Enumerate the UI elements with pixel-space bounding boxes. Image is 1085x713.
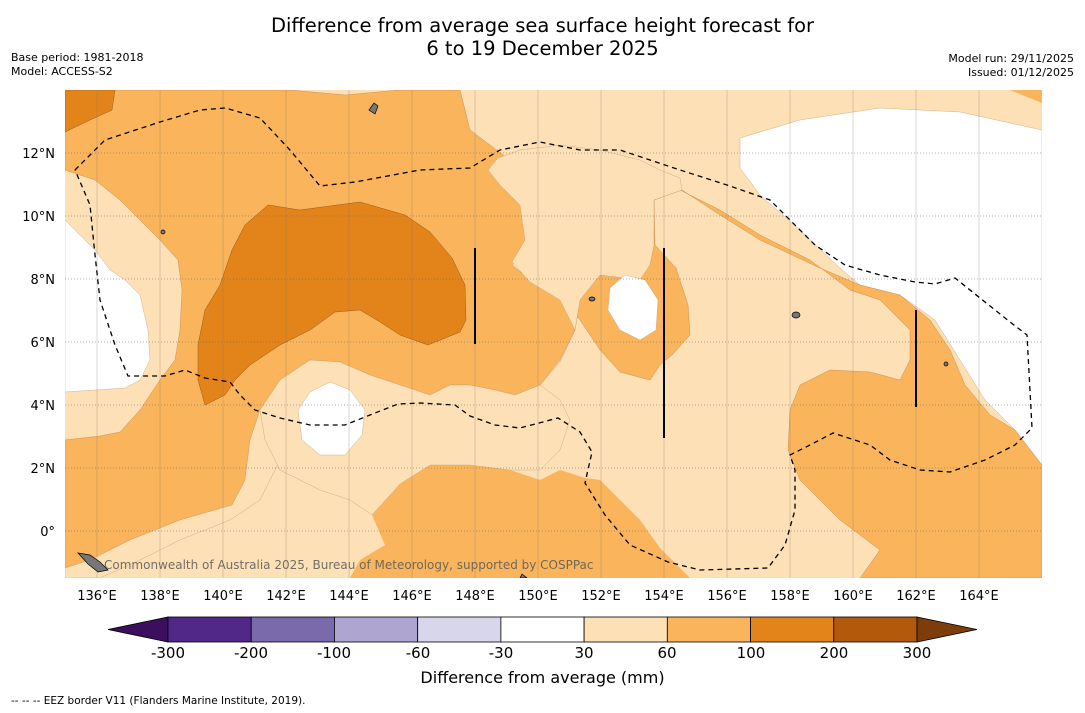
colorbar-segment [334, 616, 419, 643]
colorbar-segment [583, 616, 668, 643]
colorbar-segment [750, 616, 835, 643]
model-run: Model run: 29/11/2025 [948, 52, 1074, 65]
colorbar-labels: -300 -200 -100 -60 -30 30 60 100 200 300 [151, 644, 931, 662]
colorbar-arrow-high [916, 616, 978, 643]
meta-left: Base period: 1981-2018 Model: ACCESS-S2 [11, 51, 143, 79]
issued-date: Issued: 01/12/2025 [967, 66, 1074, 79]
copyright-notice: Commonwealth of Australia 2025, Bureau o… [104, 558, 594, 572]
white-area-east [739, 107, 1042, 466]
islands [77, 102, 949, 578]
colorbar-segments [107, 616, 978, 643]
model-name: Model: ACCESS-S2 [11, 65, 113, 78]
colorbar-tick-label: -300 [151, 644, 185, 662]
x-tick-label: 146°E [392, 589, 432, 604]
x-tick-label: 152°E [581, 589, 621, 604]
x-tick-label: 164°E [959, 589, 999, 604]
colorbar-segment [250, 616, 335, 643]
y-tick-label: 12°N [22, 147, 55, 162]
y-tick-label: 0° [40, 525, 55, 540]
x-tick-label: 140°E [203, 589, 243, 604]
white-area-west [65, 219, 151, 393]
colorbar-tick-label: -100 [317, 644, 351, 662]
band-100-200-corner [65, 90, 116, 133]
x-tick-label: 148°E [455, 589, 495, 604]
colorbar-arrow-low [107, 616, 169, 643]
colorbar-tick-label: 30 [574, 644, 593, 662]
graticule [65, 152, 1042, 532]
y-tick-label: 10°N [22, 210, 55, 225]
band-30-60-south [350, 465, 690, 578]
colorbar-tick-label: -30 [489, 644, 514, 662]
anomaly-field [65, 90, 1042, 578]
colorbar-tick-label: 200 [820, 644, 849, 662]
x-axis: 136°E 138°E 140°E 142°E 144°E 146°E 148°… [77, 589, 999, 604]
x-tick-label: 154°E [644, 589, 684, 604]
x-tick-label: 156°E [707, 589, 747, 604]
colorbar-segment [417, 616, 502, 643]
title-line-1: Difference from average sea surface heig… [270, 14, 815, 37]
colorbar-tick-label: 100 [737, 644, 766, 662]
colorbar-segment [833, 616, 918, 643]
x-tick-label: 142°E [266, 589, 306, 604]
base-period: Base period: 1981-2018 [11, 51, 144, 64]
meridians [96, 90, 980, 578]
colorbar-tick-label: -200 [234, 644, 268, 662]
white-spot-east [607, 274, 659, 341]
chart-title: Difference from average sea surface heig… [0, 14, 1085, 60]
x-tick-label: 138°E [140, 589, 180, 604]
colorbar-tick-label: -60 [406, 644, 431, 662]
white-spot-center [297, 381, 366, 456]
x-tick-label: 144°E [329, 589, 369, 604]
colorbar-title: Difference from average (mm) [420, 668, 665, 687]
x-tick-label: 158°E [770, 589, 810, 604]
eez-border [74, 107, 1033, 571]
colorbar-tick-label: 300 [903, 644, 932, 662]
y-tick-label: 2°N [31, 462, 56, 477]
y-tick-label: 4°N [31, 399, 56, 414]
x-tick-label: 160°E [833, 589, 873, 604]
colorbar-tick-label: 60 [657, 644, 676, 662]
colorbar-segment [167, 616, 252, 643]
colorbar-segment [666, 616, 751, 643]
band-100-200-main [197, 201, 467, 406]
y-axis: 12°N 10°N 8°N 6°N 4°N 2°N 0° [22, 147, 55, 540]
title-line-2: 6 to 19 December 2025 [426, 37, 659, 60]
y-tick-label: 6°N [31, 336, 56, 351]
x-tick-label: 136°E [77, 589, 117, 604]
meta-right: Model run: 29/11/2025 Issued: 01/12/2025 [948, 52, 1074, 80]
footnote: -- -- -- EEZ border V11 (Flanders Marine… [11, 695, 306, 707]
y-tick-label: 8°N [31, 273, 56, 288]
x-tick-label: 162°E [896, 589, 936, 604]
x-tick-label: 150°E [518, 589, 558, 604]
colorbar-segment [500, 616, 585, 643]
band-60-100-ne-corner [1010, 90, 1042, 103]
